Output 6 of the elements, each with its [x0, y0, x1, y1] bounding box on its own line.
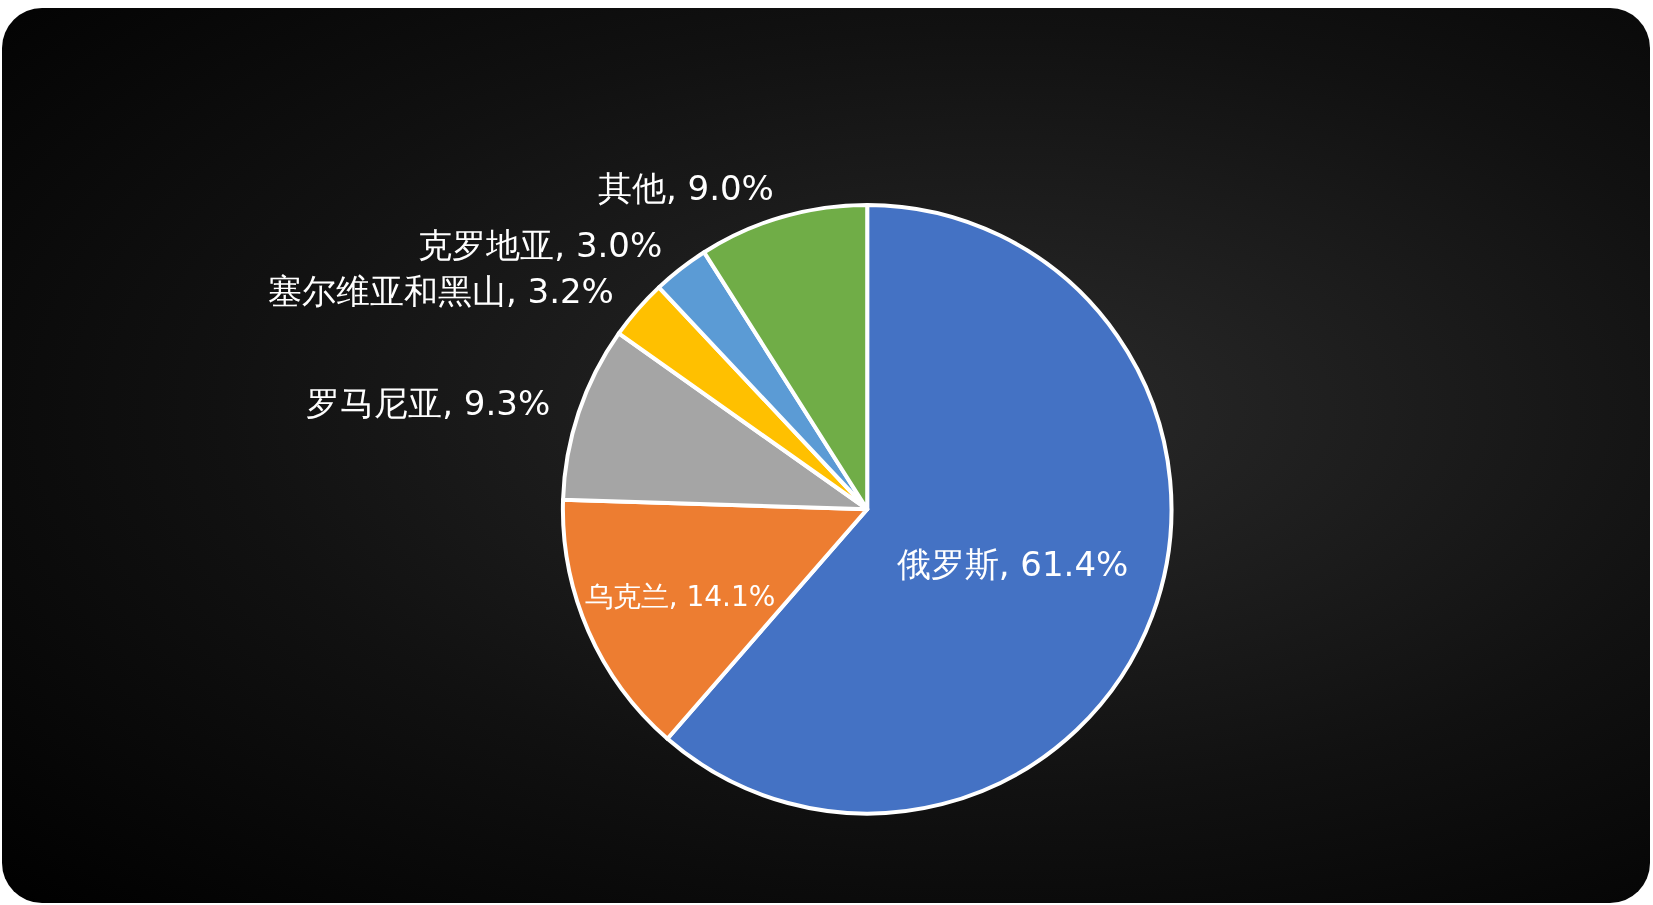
- slice-label: 克罗地亚, 3.0%: [418, 225, 663, 266]
- slice-label: 乌克兰, 14.1%: [584, 579, 776, 613]
- slice-label: 俄罗斯, 61.4%: [896, 543, 1129, 584]
- slice-label: 塞尔维亚和黑山, 3.2%: [267, 271, 614, 312]
- slice-label: 其他, 9.0%: [597, 168, 774, 209]
- slice-label: 罗马尼亚, 9.3%: [306, 382, 551, 423]
